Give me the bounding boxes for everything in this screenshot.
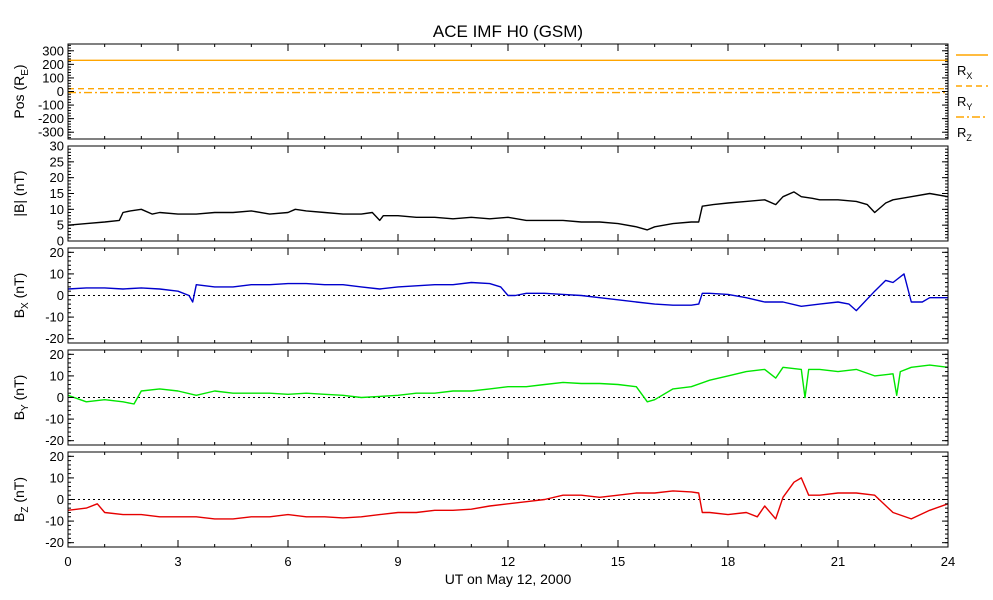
- chart-title: ACE IMF H0 (GSM): [433, 22, 583, 41]
- y-tick-label: -200: [38, 111, 64, 126]
- series-line-b: [67, 191, 949, 231]
- y-tick-label: 0: [57, 84, 64, 99]
- y-tick-label: -300: [38, 125, 64, 140]
- y-tick-label: -20: [45, 433, 64, 448]
- legend: RX RY RZ: [956, 54, 988, 143]
- legend-label-rx: RX: [957, 63, 972, 81]
- x-tick-label: 15: [611, 554, 625, 569]
- y-tick-label: 10: [50, 470, 64, 485]
- x-tick-label: 18: [721, 554, 735, 569]
- y-tick-label: -20: [45, 535, 64, 550]
- legend-label-ry: RY: [957, 94, 972, 112]
- y-tick-label: 15: [50, 186, 64, 201]
- y-tick-label: 5: [57, 218, 64, 233]
- y-tick-label: 20: [50, 170, 64, 185]
- y-tick-label: 20: [50, 347, 64, 362]
- series-line-bz: [67, 477, 949, 520]
- x-tick-label: 12: [501, 554, 515, 569]
- y-tick-label: 300: [42, 43, 64, 58]
- y-tick-label: -10: [45, 310, 64, 325]
- series-line-by: [67, 364, 949, 405]
- x-axis-tick-labels: 0 3 6 9 12 15 18 21 24: [64, 554, 955, 569]
- y-axis-label: |B| (nT): [11, 170, 27, 216]
- y-tick-label: -10: [45, 514, 64, 529]
- y-tick-label: -100: [38, 98, 64, 113]
- y-tick-label: 25: [50, 154, 64, 169]
- panel-bx: 20 10 0 -10 -20 BX (nT): [11, 245, 949, 346]
- y-tick-label: 10: [50, 202, 64, 217]
- y-tick-label: 20: [50, 449, 64, 464]
- legend-label-rz: RZ: [957, 125, 972, 143]
- series-line-bx: [67, 273, 948, 312]
- y-tick-label: 0: [57, 234, 64, 249]
- panel-bz: 20 10 0 -10 -20 BZ (nT): [11, 449, 949, 550]
- x-tick-label: 0: [64, 554, 71, 569]
- y-axis-label: BX (nT): [11, 273, 31, 319]
- panel-by: 20 10 0 -10 -20 BY (nT): [11, 347, 949, 448]
- y-tick-label: 200: [42, 57, 64, 72]
- y-tick-label: 0: [57, 288, 64, 303]
- x-tick-label: 6: [284, 554, 291, 569]
- y-tick-label: 10: [50, 266, 64, 281]
- x-axis-label: UT on May 12, 2000: [445, 571, 572, 587]
- y-tick-label: 0: [57, 492, 64, 507]
- x-tick-label: 21: [831, 554, 845, 569]
- y-axis-label: Pos (RE): [11, 64, 31, 118]
- y-tick-label: -20: [45, 331, 64, 346]
- y-tick-label: 0: [57, 390, 64, 405]
- x-tick-label: 9: [394, 554, 401, 569]
- y-tick-label: 20: [50, 245, 64, 260]
- y-tick-label: 30: [50, 139, 64, 154]
- y-axis-label: BZ (nT): [11, 477, 31, 522]
- y-axis-label: BY (nT): [11, 375, 31, 421]
- x-tick-label: 3: [174, 554, 181, 569]
- y-tick-label: 100: [42, 70, 64, 85]
- y-tick-label: 10: [50, 368, 64, 383]
- y-tick-label: -10: [45, 412, 64, 427]
- x-tick-label: 24: [941, 554, 955, 569]
